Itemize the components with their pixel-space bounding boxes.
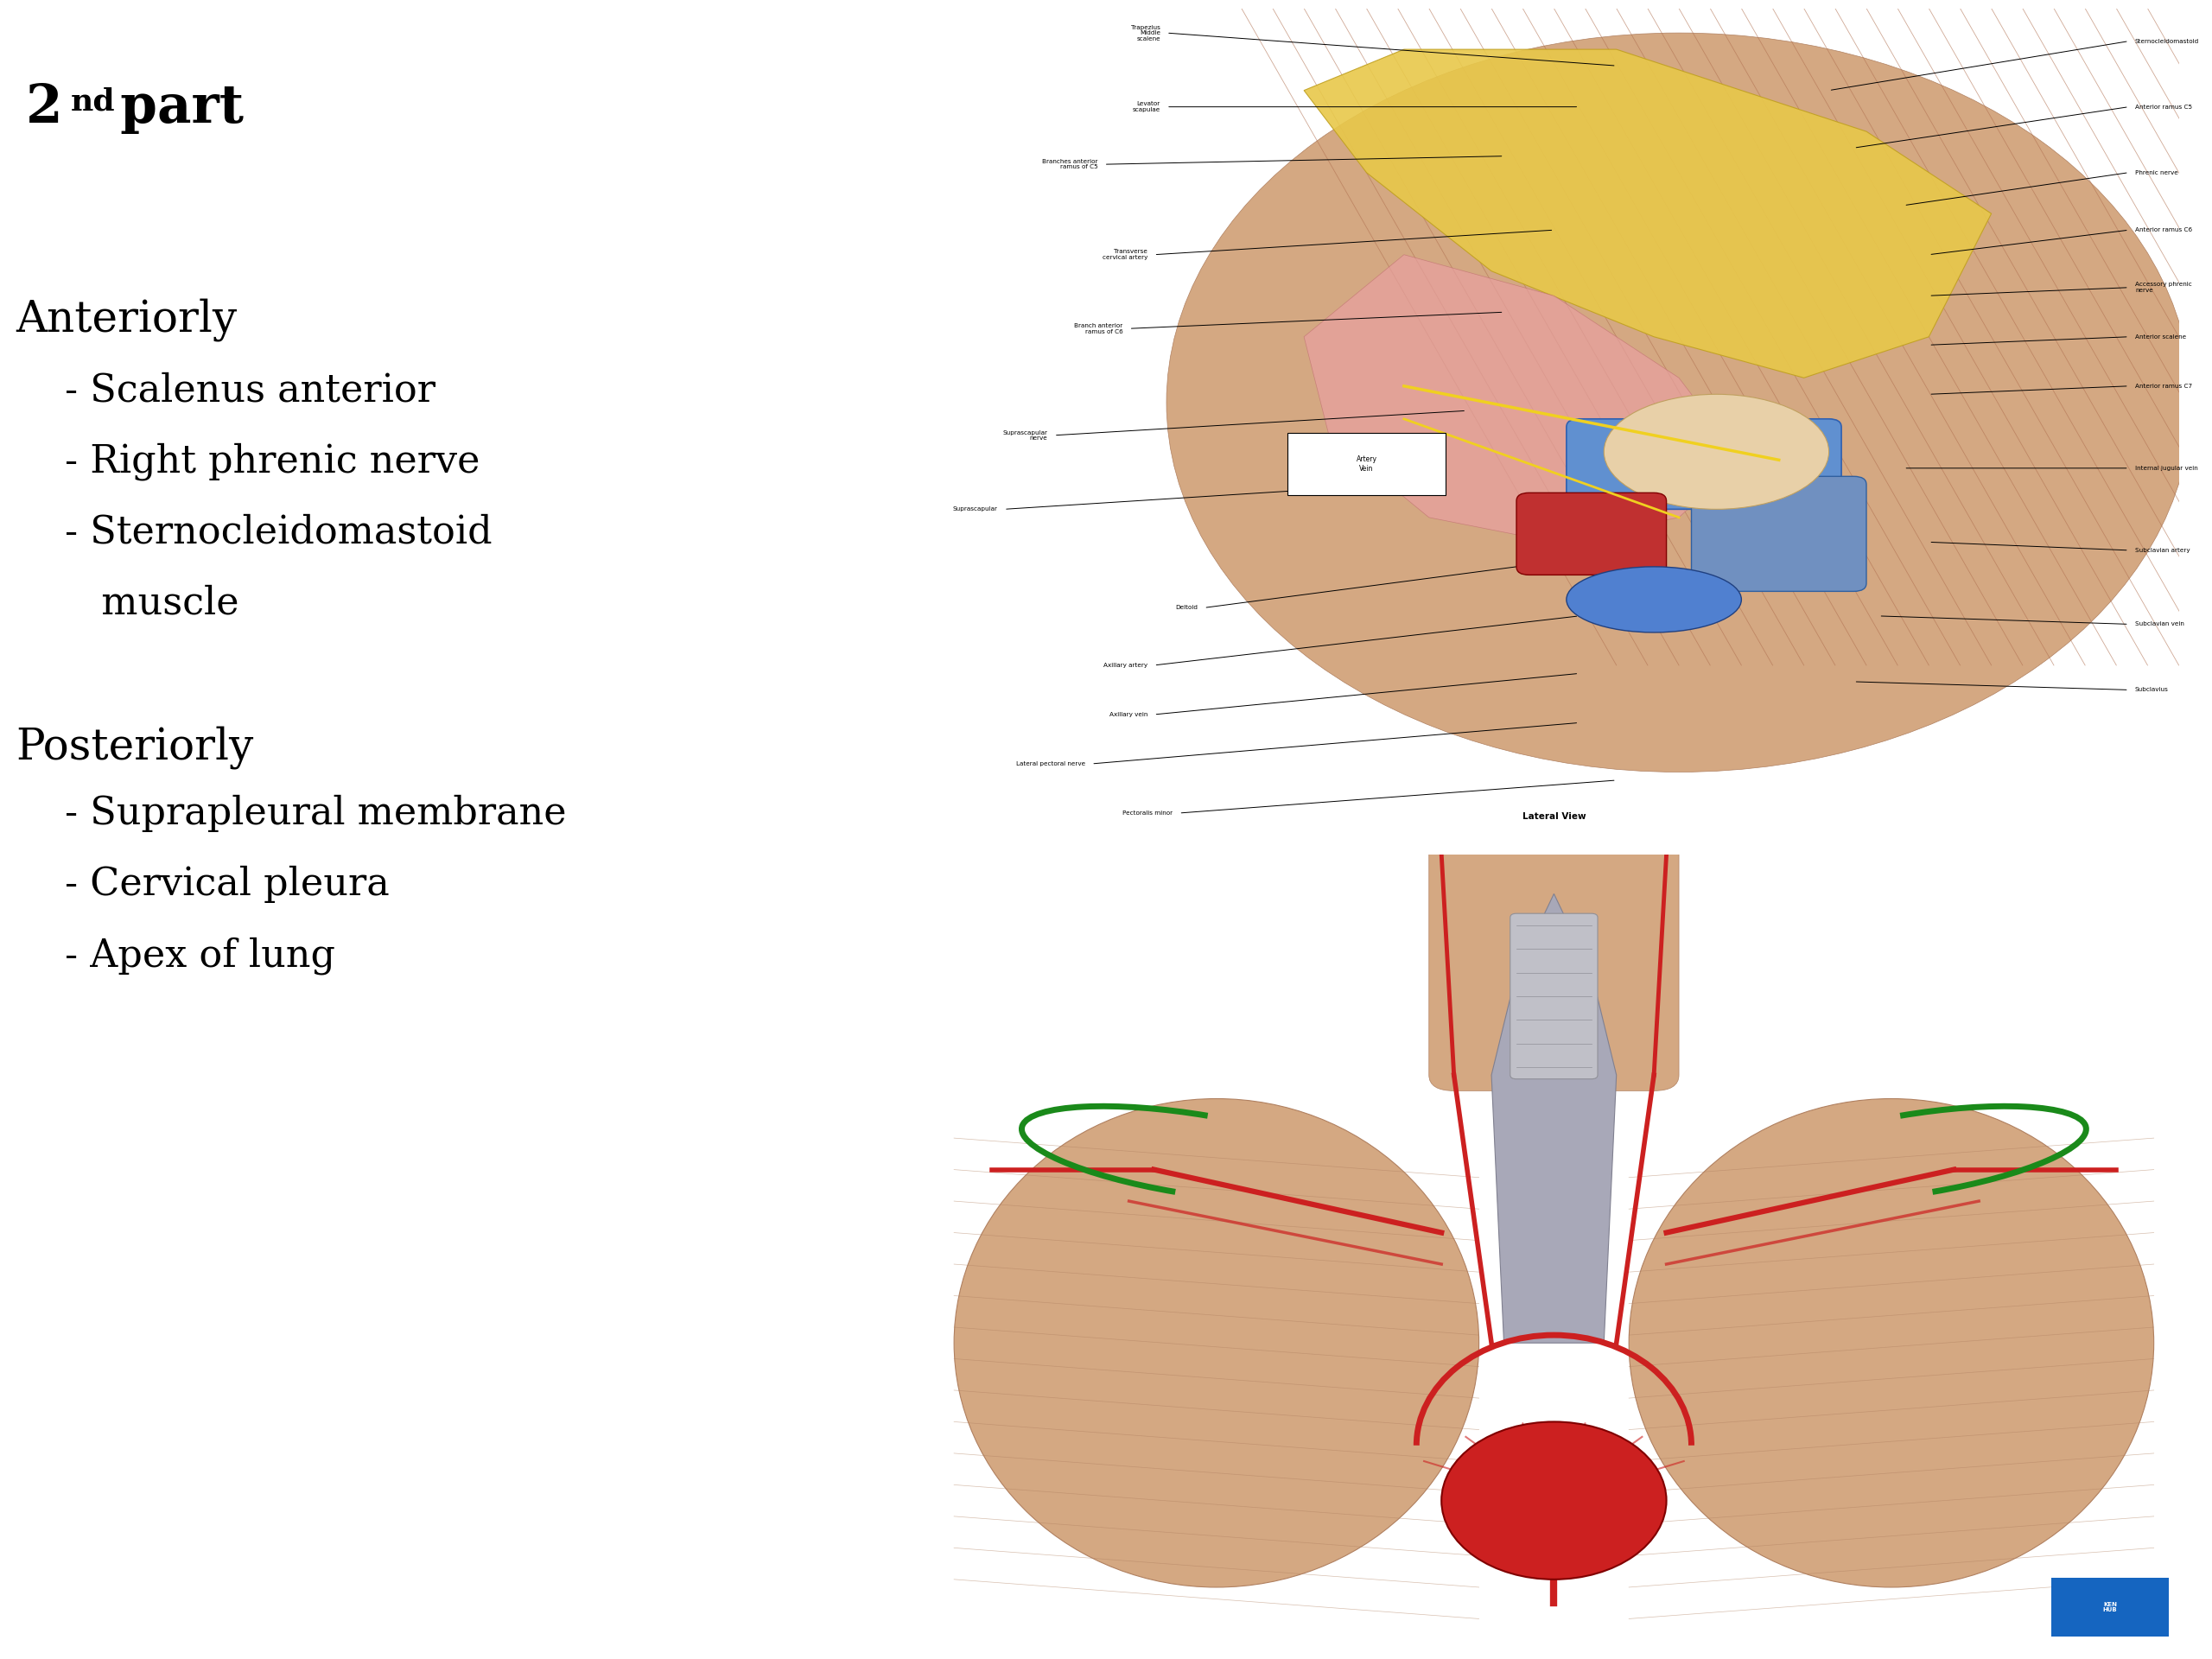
Text: Phrenic nerve: Phrenic nerve bbox=[2135, 169, 2179, 176]
Text: - Cervical pleura: - Cervical pleura bbox=[64, 866, 389, 902]
Text: Subclavian artery: Subclavian artery bbox=[2135, 547, 2190, 552]
Text: Subclavian vein: Subclavian vein bbox=[2135, 622, 2183, 627]
Polygon shape bbox=[1305, 254, 1741, 542]
FancyBboxPatch shape bbox=[1429, 839, 1679, 1092]
Text: - Apex of lung: - Apex of lung bbox=[64, 937, 336, 974]
FancyBboxPatch shape bbox=[1511, 914, 1597, 1078]
Text: nd: nd bbox=[71, 86, 115, 116]
Text: 2: 2 bbox=[27, 81, 62, 134]
Text: Anteriorly: Anteriorly bbox=[15, 299, 237, 342]
Text: - Suprapleural membrane: - Suprapleural membrane bbox=[64, 795, 566, 833]
Text: Deltoid: Deltoid bbox=[1175, 606, 1197, 611]
Ellipse shape bbox=[1442, 1422, 1666, 1579]
Ellipse shape bbox=[1628, 1098, 2154, 1588]
Text: Artery
Vein: Artery Vein bbox=[1356, 456, 1376, 473]
Text: Transverse
cervical artery: Transverse cervical artery bbox=[1102, 249, 1148, 260]
Text: Subclavius: Subclavius bbox=[2135, 687, 2168, 692]
Text: Branches anterior
ramus of C5: Branches anterior ramus of C5 bbox=[1042, 159, 1097, 169]
Text: Pectoralis minor: Pectoralis minor bbox=[1121, 811, 1172, 816]
Polygon shape bbox=[1491, 894, 1617, 1344]
Polygon shape bbox=[1305, 50, 1991, 378]
Text: muscle: muscle bbox=[64, 584, 239, 622]
Ellipse shape bbox=[1166, 33, 2192, 771]
Text: Branch anterior
ramus of C6: Branch anterior ramus of C6 bbox=[1075, 324, 1124, 333]
Text: Anterior ramus C6: Anterior ramus C6 bbox=[2135, 227, 2192, 232]
Ellipse shape bbox=[1566, 567, 1741, 632]
Text: Lateral View: Lateral View bbox=[1522, 813, 1586, 821]
Text: part: part bbox=[102, 81, 243, 134]
Text: Anterior scalene: Anterior scalene bbox=[2135, 333, 2185, 340]
Text: Axillary vein: Axillary vein bbox=[1110, 712, 1148, 717]
FancyBboxPatch shape bbox=[1566, 418, 1840, 509]
Text: Anterior ramus C5: Anterior ramus C5 bbox=[2135, 105, 2192, 109]
Text: Trapezius
Middle
scalene: Trapezius Middle scalene bbox=[1130, 25, 1161, 41]
Text: Accessory phrenic
nerve: Accessory phrenic nerve bbox=[2135, 282, 2192, 294]
Text: Suprascapular
nerve: Suprascapular nerve bbox=[1002, 430, 1048, 441]
FancyBboxPatch shape bbox=[2051, 1578, 2168, 1636]
Ellipse shape bbox=[953, 1098, 1480, 1588]
Text: Internal jugular vein: Internal jugular vein bbox=[2135, 466, 2199, 471]
Text: Anterior ramus C7: Anterior ramus C7 bbox=[2135, 383, 2192, 388]
Text: KEN
HUB: KEN HUB bbox=[2104, 1601, 2117, 1613]
Ellipse shape bbox=[1604, 395, 1829, 509]
Text: Levator
scapulae: Levator scapulae bbox=[1133, 101, 1161, 113]
Text: Posteriorly: Posteriorly bbox=[15, 727, 254, 770]
Text: Suprascapular: Suprascapular bbox=[953, 506, 998, 513]
Text: Lateral pectoral nerve: Lateral pectoral nerve bbox=[1015, 761, 1086, 766]
Text: Axillary artery: Axillary artery bbox=[1104, 662, 1148, 669]
Text: - Scalenus anterior: - Scalenus anterior bbox=[64, 372, 436, 408]
FancyBboxPatch shape bbox=[1517, 493, 1666, 576]
FancyBboxPatch shape bbox=[1287, 433, 1444, 496]
Text: - Sternocleidomastoid: - Sternocleidomastoid bbox=[64, 513, 493, 551]
Text: - Right phrenic nerve: - Right phrenic nerve bbox=[64, 443, 480, 479]
FancyBboxPatch shape bbox=[1692, 476, 1867, 591]
Text: Sternocleidomastoid: Sternocleidomastoid bbox=[2135, 38, 2199, 43]
